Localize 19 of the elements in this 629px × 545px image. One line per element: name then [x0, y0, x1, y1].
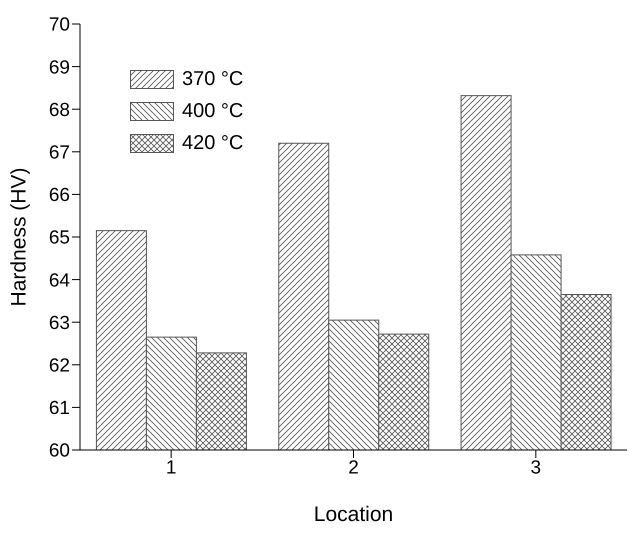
legend-label: 420 °C — [182, 132, 244, 155]
y-tick-label: 66 — [48, 185, 70, 206]
legend-label: 400 °C — [182, 100, 244, 123]
y-axis-title: Hardness (HV) — [7, 168, 30, 306]
y-tick-label: 65 — [48, 228, 70, 249]
x-tick-label: 2 — [348, 457, 359, 478]
y-tick-label: 69 — [48, 57, 70, 78]
x-tick-label: 1 — [166, 457, 176, 478]
x-axis-title: Location — [314, 503, 394, 526]
y-tick-label: 67 — [48, 142, 70, 164]
y-tick-label: 68 — [48, 100, 70, 121]
y-tick-label: 64 — [48, 270, 70, 292]
y-tick-label: 61 — [48, 398, 70, 420]
legend-label: 370 °C — [182, 68, 244, 91]
y-tick-label: 62 — [48, 356, 70, 377]
y-tick-label: 63 — [48, 312, 70, 334]
y-tick-label: 60 — [48, 440, 70, 462]
x-tick-label: 3 — [530, 457, 542, 478]
y-tick-label: 70 — [48, 14, 70, 36]
